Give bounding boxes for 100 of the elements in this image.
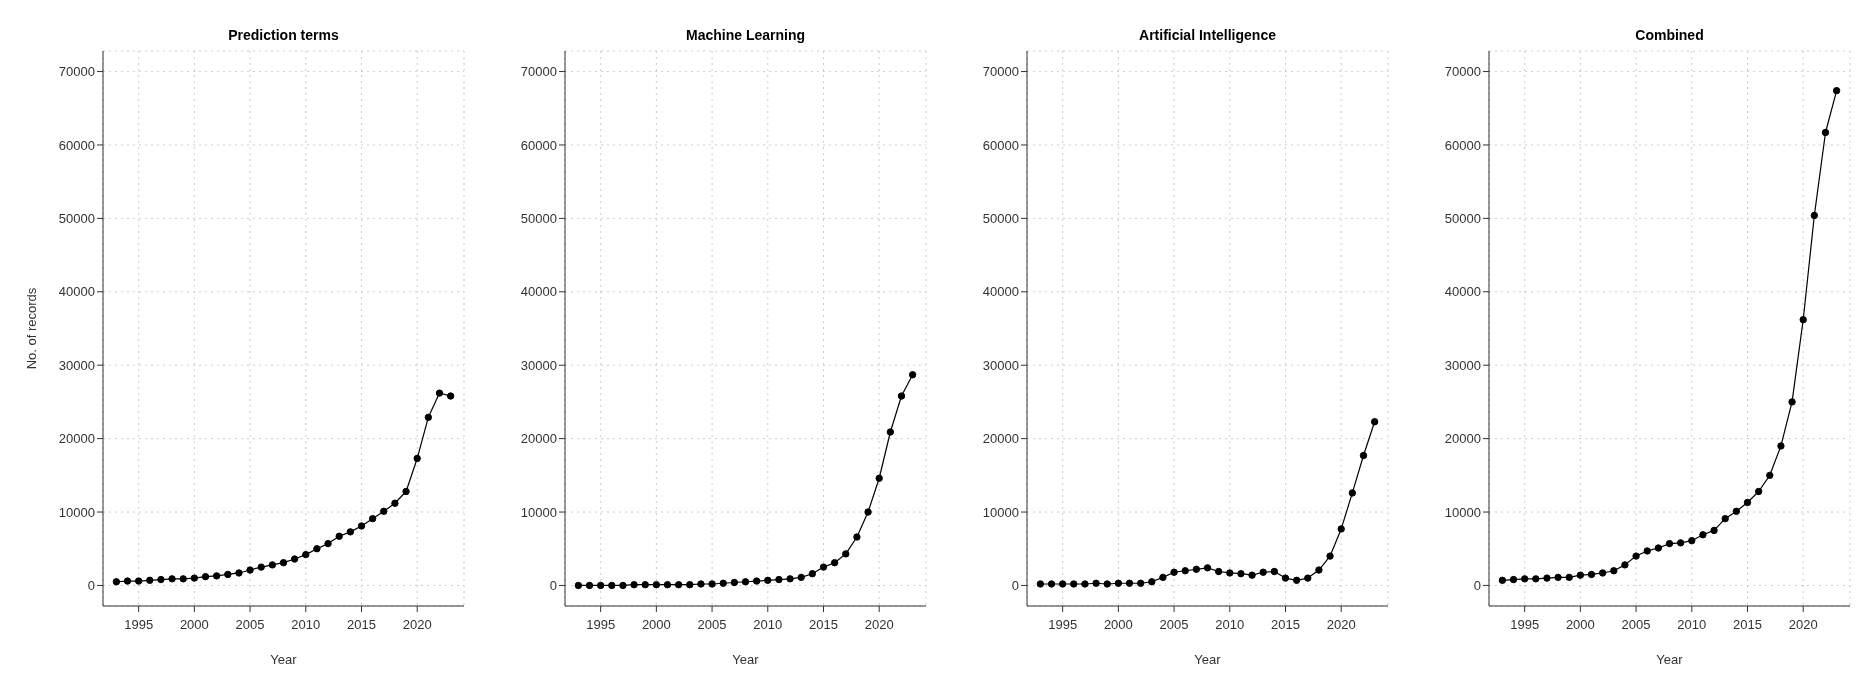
point (1270, 567, 1279, 576)
y-tick-label: 60000 (520, 137, 557, 153)
point (797, 573, 805, 582)
x-tick-label: 2000 (1103, 617, 1133, 633)
point (235, 569, 243, 577)
x-tick-label: 2000 (641, 617, 671, 633)
y-tick-label: 30000 (982, 357, 1019, 373)
point (641, 581, 649, 589)
point (830, 558, 839, 567)
point (224, 570, 232, 579)
y-tick-label: 30000 (520, 357, 557, 373)
point (1543, 574, 1551, 582)
x-axis-title: Year (732, 652, 760, 667)
point (190, 574, 199, 582)
point (652, 581, 661, 589)
point (335, 532, 343, 540)
point (290, 555, 299, 563)
chart-title: Prediction terms (228, 27, 339, 43)
point (1832, 86, 1841, 95)
point (819, 563, 828, 571)
y-tick-label: 50000 (1444, 211, 1481, 226)
x-tick-label: 2010 (291, 617, 321, 633)
point (808, 570, 817, 578)
point (1237, 570, 1245, 578)
x-tick-label: 1995 (1510, 617, 1540, 633)
chart-title: Combined (1635, 27, 1704, 43)
point (1203, 564, 1212, 572)
point (1281, 574, 1290, 582)
point (212, 572, 221, 580)
point (663, 581, 672, 589)
point (1643, 547, 1651, 555)
point (446, 392, 455, 400)
point (608, 581, 616, 590)
y-tick-label: 40000 (58, 284, 95, 300)
x-tick-label: 2020 (1326, 617, 1356, 633)
point (886, 428, 895, 436)
y-tick-label: 50000 (58, 211, 95, 226)
y-tick-label: 70000 (520, 64, 557, 80)
point (1520, 575, 1529, 583)
y-tick-label: 50000 (982, 211, 1019, 226)
y-tick-label: 20000 (982, 431, 1019, 447)
point (246, 566, 254, 574)
point (596, 581, 605, 590)
y-tick-label: 0 (87, 578, 95, 594)
point (1587, 570, 1596, 579)
point (1348, 489, 1357, 497)
point (1047, 580, 1056, 588)
point (424, 413, 433, 422)
point (719, 579, 727, 587)
point (112, 578, 121, 586)
x-tick-label: 2015 (1733, 617, 1762, 633)
point (346, 528, 355, 536)
point (1498, 576, 1507, 585)
chart-title: Artificial Intelligence (1139, 27, 1276, 43)
point (897, 392, 906, 400)
point (1799, 315, 1807, 324)
point (179, 575, 187, 583)
y-tick-label: 10000 (520, 504, 557, 520)
point (1315, 566, 1323, 574)
y-tick-label: 20000 (520, 431, 557, 447)
point (1226, 569, 1234, 577)
point (730, 578, 739, 587)
point (1092, 579, 1100, 587)
point (764, 576, 772, 585)
point (1610, 567, 1618, 575)
point (1159, 573, 1167, 582)
point (157, 575, 165, 584)
x-axis-title: Year (1656, 652, 1684, 667)
y-tick-label: 60000 (1444, 137, 1481, 153)
point (1326, 552, 1334, 560)
y-tick-label: 30000 (58, 357, 95, 373)
point (1676, 539, 1685, 547)
point (1810, 211, 1819, 220)
y-tick-label: 40000 (1444, 284, 1481, 300)
point (1370, 418, 1379, 426)
y-tick-label: 70000 (982, 64, 1019, 80)
point (1136, 579, 1145, 587)
point (1710, 526, 1718, 535)
point (585, 581, 594, 590)
x-axis-title: Year (1194, 652, 1222, 667)
point (1532, 575, 1540, 583)
point (435, 389, 444, 397)
point (875, 474, 883, 482)
point (574, 581, 583, 590)
point (686, 581, 694, 589)
point (1654, 544, 1663, 552)
point (741, 578, 750, 586)
point (1565, 573, 1573, 582)
y-tick-label: 70000 (58, 64, 95, 80)
point (1070, 580, 1078, 588)
point (752, 577, 761, 585)
chart-title: Machine Learning (685, 27, 806, 43)
x-tick-label: 2005 (697, 617, 727, 633)
point (1777, 442, 1785, 450)
point (1125, 579, 1134, 587)
point (279, 558, 288, 567)
point (619, 581, 627, 590)
point (864, 508, 872, 516)
y-tick-label: 70000 (1444, 64, 1481, 80)
point (1688, 536, 1696, 545)
